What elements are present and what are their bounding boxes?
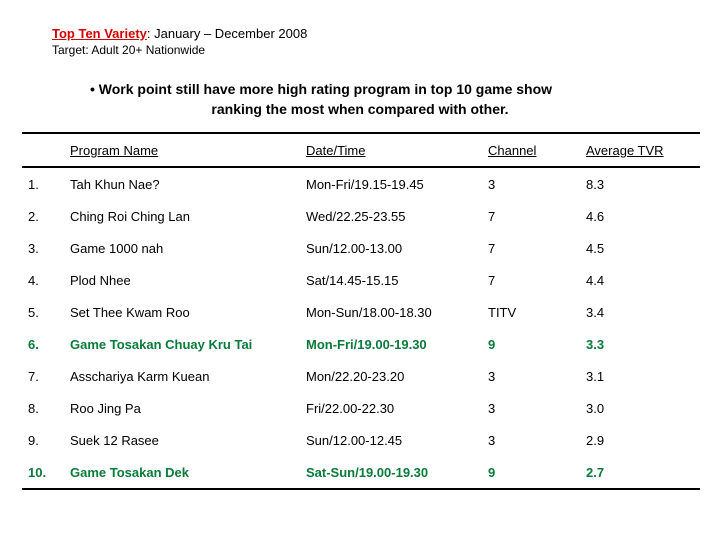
cell-average-tvr: 3.1 [580,360,700,392]
cell-date-time: Sun/12.00-13.00 [300,232,482,264]
cell-program-name: Asschariya Karm Kuean [64,360,300,392]
cell-program-name: Ching Roi Ching Lan [64,200,300,232]
cell-program-name: Roo Jing Pa [64,392,300,424]
cell-program-name: Set Thee Kwam Roo [64,296,300,328]
cell-rank: 6. [22,328,64,360]
cell-average-tvr: 3.4 [580,296,700,328]
cell-channel: 3 [482,167,580,200]
cell-channel: 3 [482,360,580,392]
title-black: January – December 2008 [154,26,307,41]
cell-date-time: Mon/22.20-23.20 [300,360,482,392]
col-average-tvr: Average TVR [580,133,700,167]
col-channel: Channel [482,133,580,167]
cell-rank: 2. [22,200,64,232]
cell-rank: 9. [22,424,64,456]
header-block: Top Ten Variety: January – December 2008… [52,26,698,57]
cell-date-time: Mon-Fri/19.00-19.30 [300,328,482,360]
cell-program-name: Game Tosakan Chuay Kru Tai [64,328,300,360]
cell-average-tvr: 8.3 [580,167,700,200]
cell-average-tvr: 2.7 [580,456,700,489]
table-row: 2.Ching Roi Ching LanWed/22.25-23.5574.6 [22,200,700,232]
table-row: 1.Tah Khun Nae?Mon-Fri/19.15-19.4538.3 [22,167,700,200]
bullet-line-1: • Work point still have more high rating… [90,79,650,99]
cell-average-tvr: 4.5 [580,232,700,264]
cell-average-tvr: 3.3 [580,328,700,360]
cell-program-name: Game 1000 nah [64,232,300,264]
table-row: 3.Game 1000 nahSun/12.00-13.0074.5 [22,232,700,264]
cell-date-time: Mon-Fri/19.15-19.45 [300,167,482,200]
cell-average-tvr: 2.9 [580,424,700,456]
cell-date-time: Fri/22.00-22.30 [300,392,482,424]
col-program-name: Program Name [64,133,300,167]
cell-rank: 4. [22,264,64,296]
cell-rank: 7. [22,360,64,392]
cell-channel: TITV [482,296,580,328]
cell-average-tvr: 4.4 [580,264,700,296]
table-row: 5.Set Thee Kwam RooMon-Sun/18.00-18.30TI… [22,296,700,328]
cell-channel: 9 [482,328,580,360]
cell-channel: 3 [482,392,580,424]
cell-date-time: Mon-Sun/18.00-18.30 [300,296,482,328]
cell-average-tvr: 3.0 [580,392,700,424]
title-red: Top Ten Variety [52,26,147,41]
cell-date-time: Wed/22.25-23.55 [300,200,482,232]
cell-rank: 10. [22,456,64,489]
cell-program-name: Suek 12 Rasee [64,424,300,456]
ranking-table: Program Name Date/Time Channel Average T… [22,132,700,490]
cell-average-tvr: 4.6 [580,200,700,232]
table-row: 8.Roo Jing PaFri/22.00-22.3033.0 [22,392,700,424]
cell-rank: 1. [22,167,64,200]
cell-channel: 7 [482,264,580,296]
cell-date-time: Sat/14.45-15.15 [300,264,482,296]
target-line: Target: Adult 20+ Nationwide [52,43,698,57]
cell-channel: 9 [482,456,580,489]
cell-date-time: Sun/12.00-12.45 [300,424,482,456]
cell-rank: 5. [22,296,64,328]
table-row: 4.Plod NheeSat/14.45-15.1574.4 [22,264,700,296]
col-date-time: Date/Time [300,133,482,167]
bullet-line-2: ranking the most when compared with othe… [70,99,650,119]
cell-program-name: Tah Khun Nae? [64,167,300,200]
cell-program-name: Plod Nhee [64,264,300,296]
cell-rank: 8. [22,392,64,424]
cell-program-name: Game Tosakan Dek [64,456,300,489]
cell-rank: 3. [22,232,64,264]
cell-channel: 3 [482,424,580,456]
bullet-block: • Work point still have more high rating… [70,79,650,120]
table-header-row: Program Name Date/Time Channel Average T… [22,133,700,167]
cell-date-time: Sat-Sun/19.00-19.30 [300,456,482,489]
table-row: 10.Game Tosakan DekSat-Sun/19.00-19.3092… [22,456,700,489]
table-row: 7.Asschariya Karm KueanMon/22.20-23.2033… [22,360,700,392]
col-rank [22,133,64,167]
cell-channel: 7 [482,200,580,232]
title-line: Top Ten Variety: January – December 2008 [52,26,698,41]
table-body: 1.Tah Khun Nae?Mon-Fri/19.15-19.4538.32.… [22,167,700,489]
cell-channel: 7 [482,232,580,264]
table-row: 9.Suek 12 RaseeSun/12.00-12.4532.9 [22,424,700,456]
table-row: 6.Game Tosakan Chuay Kru TaiMon-Fri/19.0… [22,328,700,360]
